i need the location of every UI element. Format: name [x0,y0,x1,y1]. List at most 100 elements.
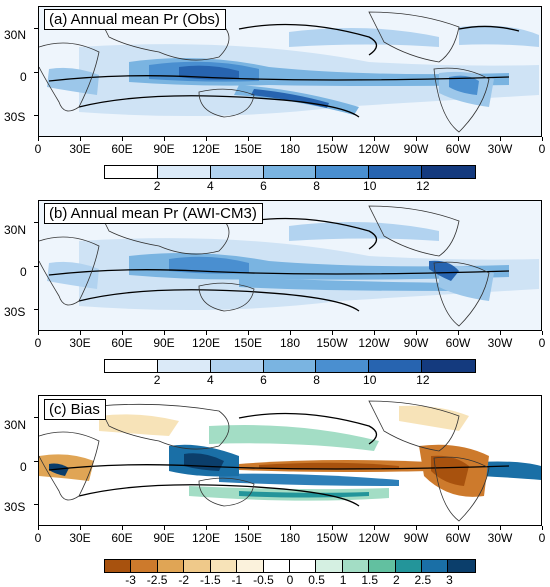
map-bias [38,395,542,526]
colorbar-segment [131,560,158,572]
colorbar-segment [369,166,423,178]
map-model [38,200,542,331]
lon-tick [415,331,417,335]
colorbar-segment [184,560,211,572]
lon-tick [289,331,291,335]
lat-tick [34,460,38,462]
lon-tick [415,137,417,141]
lon-label: 180 [279,336,301,350]
lon-label: 60W [445,531,471,545]
precip-field-obs [39,7,541,136]
colorbar-label: -1.5 [199,573,221,587]
lat-label-30n: 30N [4,28,27,42]
lon-tick [247,526,249,530]
lon-tick [205,331,207,335]
colorbar-label: 2 [153,373,161,387]
lon-label: 60E [111,142,133,156]
colorbar-label: -0.5 [253,573,274,587]
colorbar-segment [210,360,264,372]
lon-tick [205,526,207,530]
panel-obs: (a) Annual mean Pr (Obs) 30N 0 30S 0 30E 6… [0,0,550,193]
colorbar-label: 2 [153,179,161,193]
lat-label-30s: 30S [4,500,26,514]
lon-tick [541,137,543,141]
colorbar-label: 8 [313,373,320,387]
lon-label: 120E [191,531,221,545]
lon-label: 90W [403,336,429,350]
lon-tick [499,331,501,335]
colorbar-segment [263,560,290,572]
colorbar-segment [316,166,370,178]
lat-tick [34,114,38,116]
lat-tick [34,308,38,310]
lon-tick [37,331,39,335]
colorbar-segment [316,560,343,572]
lon-tick [163,331,165,335]
colorbar-label: 6 [260,373,267,387]
lon-label: 120E [191,142,221,156]
lat-label-eq: 0 [20,460,27,474]
lon-tick [121,331,123,335]
lon-label: 90E [153,531,175,545]
colorbar-segment [369,560,396,572]
lon-label: 90W [403,142,429,156]
panel-bias: (c) Bias 30N 0 30S 0 30E 60E 90E 120E 150E 180… [0,390,550,587]
lon-label: 30W [487,142,513,156]
lat-label-30n: 30N [4,418,27,432]
lat-label-eq: 0 [20,70,27,84]
lon-tick [247,137,249,141]
colorbar-label: 8 [313,179,320,193]
lon-tick [163,526,165,530]
lat-label-30s: 30S [4,110,26,124]
lon-tick [79,331,81,335]
lon-label: 150W [316,336,348,350]
colorbar-segment [369,360,423,372]
colorbar-label: 1 [339,573,347,587]
lon-label: 0 [538,142,546,156]
lon-tick [373,137,375,141]
lon-label: 120W [358,142,390,156]
lon-tick [163,137,165,141]
lon-tick [121,137,123,141]
lon-label: 90E [153,142,175,156]
colorbar-label: -2 [178,573,190,587]
colorbar-segment [157,360,211,372]
colorbar-segment [342,560,370,572]
colorbar-label: 4 [206,179,214,193]
lon-label: 60W [445,142,471,156]
lon-label: 30E [69,142,91,156]
lon-tick [373,526,375,530]
lat-tick [34,28,38,30]
lon-tick [79,526,81,530]
colorbar-label: -1 [231,573,243,587]
map-obs [38,6,542,137]
lat-label-30n: 30N [4,223,27,237]
colorbar-label: 12 [416,373,430,387]
lon-tick [121,526,123,530]
colorbar-label: 2 [392,573,400,587]
lon-tick [457,526,459,530]
lon-tick [331,137,333,141]
colorbar-segment [210,166,264,178]
colorbar-label: 1.5 [361,573,379,587]
lon-tick [415,526,417,530]
colorbar-segment [157,166,211,178]
colorbar-segment [105,560,132,572]
colorbar-segment [105,360,158,372]
colorbar-segment [289,560,317,572]
colorbar-bias [104,559,476,573]
lat-tick [34,71,38,73]
lon-label: 0 [34,142,42,156]
lon-label: 120W [358,531,390,545]
lon-tick [247,331,249,335]
lon-tick [499,526,501,530]
colorbar-label: 0.5 [308,573,325,587]
colorbar-segment [263,360,317,372]
colorbar-segment [395,560,423,572]
lon-tick [499,137,501,141]
lon-tick [541,526,543,530]
lon-tick [541,331,543,335]
colorbar-model [104,359,476,373]
lat-tick [34,417,38,419]
lon-label: 0 [34,336,42,350]
